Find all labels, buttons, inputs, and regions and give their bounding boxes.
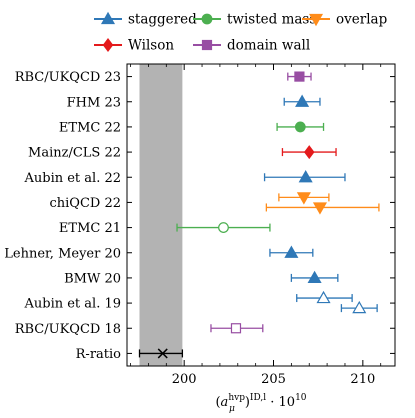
legend-marker-square [201, 39, 213, 51]
legend: staggered twisted mass overlap Wilson domain… [94, 12, 387, 54]
point-marker-triangle-up [352, 300, 367, 314]
category-label: chiQCD 22 [49, 196, 121, 211]
category-label: Mainz/CLS 22 [28, 146, 121, 161]
legend-label: staggered [128, 12, 197, 28]
legend-item-staggered: staggered [94, 12, 197, 28]
category-label: RBC/UKQCD 23 [15, 70, 121, 85]
data-point [290, 270, 339, 284]
data-point [296, 290, 353, 304]
category-labels: RBC/UKQCD 23 FHM 23 ETMC 22 Mainz/CLS 22 Aub… [4, 70, 121, 362]
category-label: Aubin et al. 19 [23, 297, 121, 312]
legend-label: Wilson [128, 38, 174, 54]
data-point [138, 348, 184, 359]
data-point [283, 94, 321, 107]
point-marker-triangle-down [296, 192, 311, 205]
point-marker-square [294, 71, 305, 82]
legend-label: twisted mass [227, 12, 316, 28]
data-point [265, 202, 380, 215]
data-point [210, 323, 264, 334]
point-marker-triangle-up [307, 270, 322, 284]
x-tick-label: 210 [350, 372, 375, 387]
data-point [176, 222, 271, 233]
category-label: RBC/UKQCD 18 [15, 322, 121, 337]
legend-marker-triangle-up [100, 11, 116, 25]
data-point [340, 300, 378, 314]
legend-item-twisted-mass: twisted mass [193, 12, 316, 28]
category-label: Lehner, Meyer 20 [4, 246, 121, 261]
point-marker-triangle-up [284, 245, 299, 258]
x-axis-label: (ahvp μ)ID,l · 1010 [215, 393, 306, 414]
data-points [138, 71, 380, 359]
point-marker-triangle-up [298, 170, 313, 183]
x-tick-label: 205 [261, 372, 286, 387]
point-marker-circle [294, 121, 306, 133]
point-marker-cross [157, 348, 168, 359]
data-point [269, 245, 314, 258]
legend-item-overlap: overlap [302, 12, 387, 28]
shaded-band-layer [139, 64, 183, 366]
legend-item-Wilson: Wilson [94, 38, 174, 54]
data-point [278, 192, 330, 205]
cross-stroke [157, 348, 168, 359]
data-point [281, 145, 337, 160]
legend-label: domain wall [227, 38, 310, 54]
category-label: FHM 23 [67, 95, 121, 110]
legend-marker-triangle-down [308, 13, 324, 27]
data-point [276, 121, 325, 133]
r-ratio-band [139, 64, 183, 366]
x-tick-label: 200 [172, 372, 197, 387]
category-label: ETMC 22 [59, 120, 121, 135]
plot-frame [126, 63, 396, 367]
category-label: ETMC 21 [59, 221, 121, 236]
legend-label: overlap [336, 12, 387, 28]
axes: 200 205 210 [126, 63, 396, 387]
point-marker-circle [218, 222, 229, 233]
point-marker-triangle-up [316, 290, 331, 304]
category-label: Aubin et al. 22 [23, 171, 121, 186]
data-point [263, 170, 346, 183]
legend-marker-diamond [102, 38, 114, 52]
legend-marker-circle [201, 13, 213, 25]
category-label: R-ratio [76, 347, 122, 362]
point-marker-square [230, 323, 242, 334]
point-marker-triangle-up [295, 94, 310, 107]
point-marker-triangle-down [312, 202, 327, 215]
legend-item-domain-wall: domain wall [193, 38, 310, 54]
point-marker-diamond [303, 145, 315, 160]
data-point [287, 71, 312, 82]
category-label: BMW 20 [64, 271, 121, 286]
